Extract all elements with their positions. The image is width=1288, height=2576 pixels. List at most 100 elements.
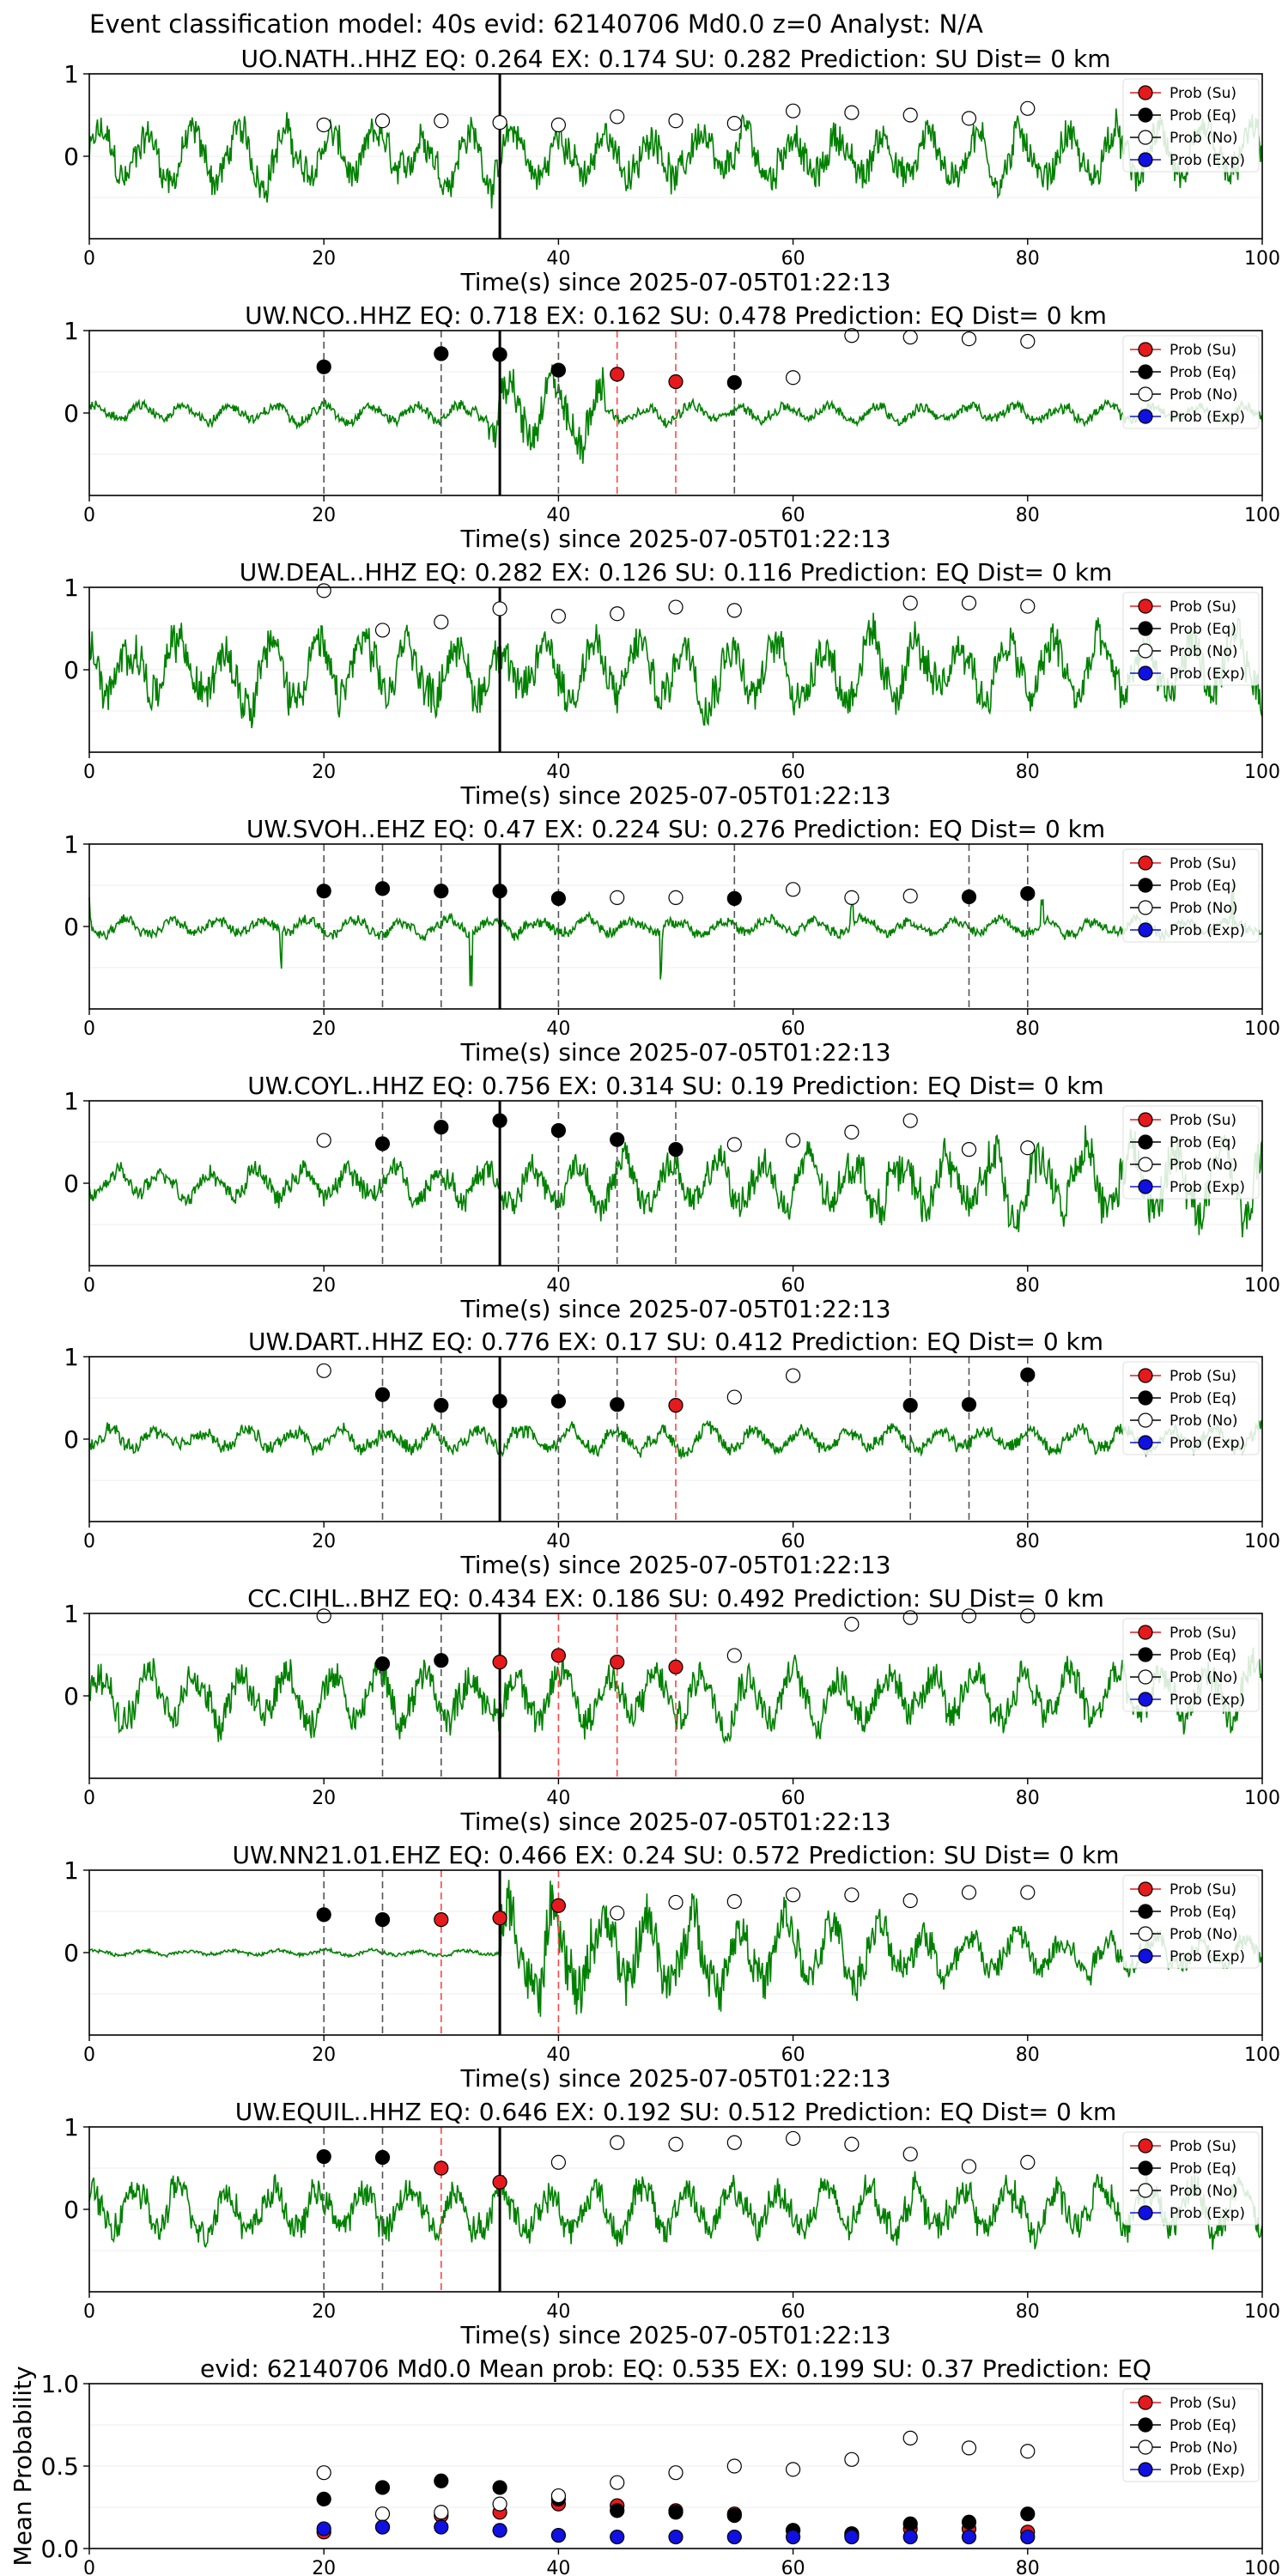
point-no	[961, 2159, 977, 2174]
legend-marker	[1138, 107, 1153, 123]
point-no	[610, 109, 625, 125]
legend: Prob (Su) Prob (Eq) Prob (No) Prob (Exp)	[1122, 1874, 1260, 1969]
legend-label: Prob (No)	[1170, 1669, 1238, 1686]
x-tick-label: 60	[781, 1531, 805, 1552]
mean-point-eq	[374, 2480, 391, 2495]
subplot-title: UW.SVOH..EHZ EQ: 0.47 EX: 0.224 SU: 0.27…	[246, 815, 1105, 843]
point-no	[668, 890, 683, 906]
subplot-title: evid: 62140706 Md0.0 Mean prob: EQ: 0.53…	[200, 2354, 1151, 2383]
legend-marker	[1138, 364, 1153, 380]
legend-label: Prob (No)	[1170, 900, 1238, 917]
legend-marker	[1138, 152, 1153, 167]
point-eq	[610, 1397, 625, 1413]
point-no	[902, 1893, 918, 1909]
legend-label: Prob (Exp)	[1170, 2205, 1245, 2222]
x-axis-label: Time(s) since 2025-07-05T01:22:13	[459, 1807, 890, 1836]
legend-marker	[1138, 2462, 1153, 2477]
mean-point-no	[550, 2488, 567, 2504]
mean-point-exp	[726, 2529, 742, 2545]
point-eq	[316, 2148, 331, 2165]
legend: Prob (Su) Prob (Eq) Prob (No) Prob (Exp)	[1122, 592, 1260, 686]
x-tick-label: 80	[1016, 2558, 1040, 2576]
legend-label: Prob (Exp)	[1170, 1692, 1245, 1709]
x-tick-label: 20	[312, 2558, 336, 2576]
x-tick-label: 40	[546, 2301, 570, 2323]
point-no	[785, 1133, 801, 1148]
point-no	[785, 103, 801, 118]
subplot-3: UW.DEAL..HHZ EQ: 0.282 EX: 0.126 SU: 0.1…	[64, 558, 1280, 810]
x-axis-label: Time(s) since 2025-07-05T01:22:13	[459, 2321, 890, 2349]
legend: Prob (Su) Prob (Eq) Prob (No) Prob (Exp)	[1122, 1105, 1260, 1200]
mean-point-eq	[434, 2473, 449, 2488]
legend-marker	[1138, 2417, 1153, 2433]
mean-point-exp	[844, 2529, 860, 2545]
x-tick-label: 80	[1016, 762, 1040, 783]
x-tick-label: 100	[1244, 1788, 1280, 1809]
x-tick-label: 40	[546, 248, 570, 270]
x-tick-label: 60	[781, 762, 805, 783]
x-tick-label: 0	[83, 2558, 95, 2576]
y-tick-label: 1	[64, 2113, 79, 2142]
legend-label: Prob (Eq)	[1170, 1904, 1236, 1921]
x-tick-label: 100	[1244, 505, 1280, 526]
mean-point-eq	[1020, 2506, 1036, 2522]
mean-point-exp	[434, 2519, 449, 2535]
point-eq	[550, 362, 567, 378]
x-tick-label: 100	[1244, 1018, 1280, 1040]
subplot-title: UW.NN21.01.EHZ EQ: 0.466 EX: 0.24 SU: 0.…	[233, 1841, 1120, 1869]
mean-point-exp	[550, 2528, 567, 2543]
figure-title: Event classification model: 40s evid: 62…	[89, 9, 983, 39]
waveform-trace	[88, 882, 1263, 987]
point-eq	[668, 1142, 683, 1157]
legend-marker	[1138, 855, 1153, 871]
legend-marker	[1138, 409, 1153, 424]
x-axis-label: Time(s) since 2025-07-05T01:22:13	[459, 1038, 890, 1066]
point-no	[434, 614, 449, 629]
point-eq	[492, 1113, 507, 1128]
y-tick-label: 1	[64, 60, 79, 88]
legend-label: Prob (No)	[1170, 643, 1238, 660]
legend-label: Prob (Eq)	[1170, 107, 1236, 125]
point-no	[316, 583, 331, 598]
legend-box	[1122, 78, 1260, 173]
legend-label: Prob (Su)	[1170, 2395, 1236, 2412]
legend-marker	[1138, 386, 1153, 402]
point-no	[902, 1113, 918, 1128]
point-no	[726, 603, 742, 618]
legend-marker	[1138, 1390, 1153, 1406]
mean-point-no	[434, 2505, 449, 2520]
x-axis-label: Time(s) since 2025-07-05T01:22:13	[459, 525, 890, 553]
legend-label: Prob (Exp)	[1170, 409, 1245, 426]
legend-marker	[1138, 665, 1153, 681]
legend-label: Prob (Exp)	[1170, 1435, 1245, 1452]
legend-marker	[1138, 1413, 1153, 1428]
point-no	[1020, 333, 1036, 349]
mean-point-no	[726, 2458, 742, 2474]
legend-label: Prob (Eq)	[1170, 621, 1236, 638]
point-su	[668, 1398, 683, 1413]
legend-marker	[1138, 1179, 1153, 1194]
legend-marker	[1138, 598, 1153, 614]
subplot-1: UO.NATH..HHZ EQ: 0.264 EX: 0.174 SU: 0.2…	[64, 45, 1280, 296]
subplot-4: UW.SVOH..EHZ EQ: 0.47 EX: 0.224 SU: 0.27…	[64, 815, 1280, 1066]
x-tick-label: 80	[1016, 248, 1040, 270]
legend-label: Prob (Exp)	[1170, 1179, 1245, 1196]
legend-label: Prob (Su)	[1170, 2138, 1236, 2155]
x-tick-label: 80	[1016, 1531, 1040, 1552]
x-axis-label: Time(s) since 2025-07-05T01:22:13	[459, 781, 890, 810]
legend: Prob (Su) Prob (Eq) Prob (No) Prob (Exp)	[1122, 2388, 1260, 2482]
point-no	[844, 105, 860, 120]
x-tick-label: 20	[312, 505, 336, 526]
legend-marker	[1138, 1692, 1153, 1707]
x-tick-label: 40	[546, 1275, 570, 1297]
legend-marker	[1138, 2160, 1153, 2176]
point-su	[668, 374, 683, 390]
legend: Prob (Su) Prob (Eq) Prob (No) Prob (Exp)	[1122, 2131, 1260, 2226]
x-tick-label: 80	[1016, 1788, 1040, 1809]
y-tick-label: 0	[64, 1425, 79, 1454]
point-no	[902, 1610, 918, 1625]
mean-point-eq	[902, 2516, 918, 2531]
point-eq	[550, 1394, 567, 1409]
point-no	[844, 328, 860, 343]
point-no	[726, 2135, 742, 2150]
